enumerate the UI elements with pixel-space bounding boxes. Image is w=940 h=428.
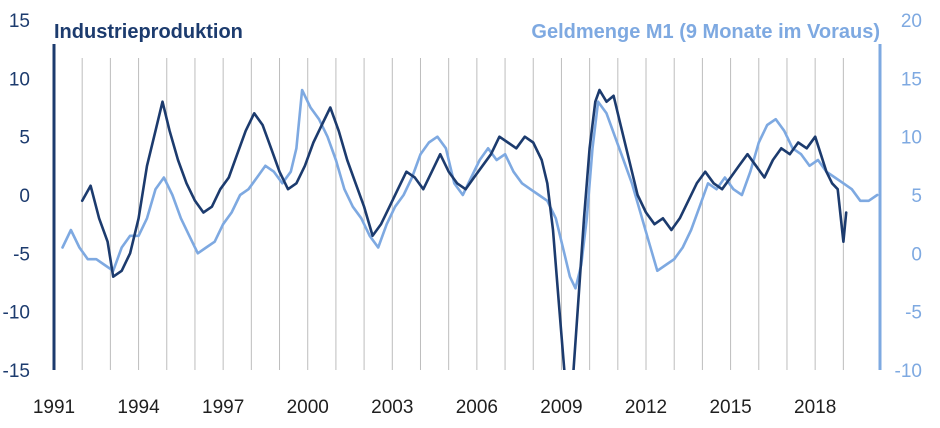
series-line-geldmenge-m1 — [61, 88, 879, 290]
x-tick-label: 2000 — [287, 397, 329, 418]
left-tick-label: -5 — [13, 244, 30, 265]
left-tick-label: -10 — [3, 303, 30, 324]
right-tick-label: 10 — [901, 128, 922, 149]
series-layer — [61, 88, 879, 370]
legend-geldmenge-m1: Geldmenge M1 (9 Monate im Voraus) — [531, 21, 880, 43]
x-tick-label: 2018 — [794, 397, 836, 418]
x-tick-label: 2012 — [625, 397, 667, 418]
x-tick-label: 2003 — [371, 397, 413, 418]
left-tick-label: 15 — [9, 11, 30, 32]
x-tick-label: 1991 — [33, 397, 75, 418]
right-tick-label: -10 — [895, 361, 922, 382]
series-line-industrieproduktion — [80, 88, 848, 370]
left-tick-label: -15 — [3, 361, 30, 382]
right-tick-label: 20 — [901, 11, 922, 32]
right-tick-label: 15 — [901, 69, 922, 90]
x-tick-label: 2009 — [540, 397, 582, 418]
left-tick-label: 10 — [9, 69, 30, 90]
left-tick-label: 5 — [19, 128, 30, 149]
legend-industrieproduktion: Industrieproduktion — [54, 21, 243, 43]
x-axis-ticks: 1991 1994 1997 2000 2003 2006 2009 2012 2015 2018 — [33, 397, 836, 418]
x-tick-label: 1997 — [202, 397, 244, 418]
right-tick-label: -5 — [905, 303, 922, 324]
vertical-grid — [81, 58, 844, 370]
left-axis-ticks: 15 10 5 0 -5 -10 -15 — [3, 11, 30, 382]
right-tick-label: 0 — [911, 244, 922, 265]
x-tick-label: 1994 — [117, 397, 160, 418]
right-axis-ticks: 20 15 10 5 0 -5 -10 — [895, 11, 922, 382]
x-tick-label: 2015 — [709, 397, 751, 418]
left-tick-label: 0 — [19, 186, 30, 207]
right-tick-label: 5 — [911, 186, 922, 207]
x-tick-label: 2006 — [456, 397, 498, 418]
